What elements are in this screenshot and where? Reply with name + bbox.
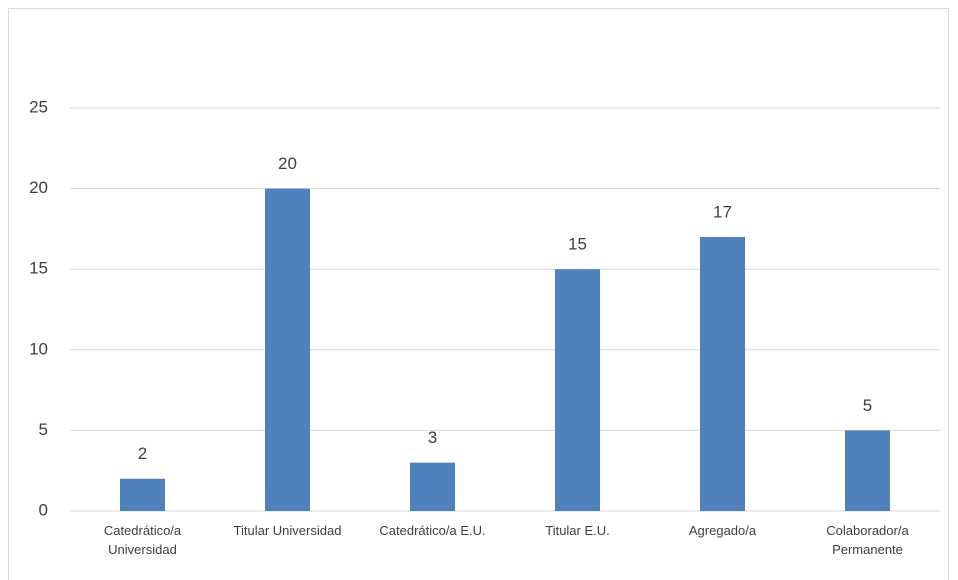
bar [265, 188, 310, 511]
bar [120, 478, 165, 511]
data-label: 2 [138, 444, 147, 463]
bar [700, 236, 745, 511]
data-label: 15 [568, 235, 587, 254]
chart-border [8, 8, 949, 580]
data-label: 3 [428, 428, 437, 447]
x-tick-label: Catedrático/a Universidad [103, 523, 182, 557]
y-tick-label: 25 [29, 97, 48, 116]
bar [410, 462, 455, 511]
x-tick-label: Titular E.U. [545, 523, 610, 538]
y-tick-label: 20 [29, 178, 48, 197]
x-tick-label: Colaborador/a Permanente [826, 523, 909, 557]
y-tick-label: 0 [39, 500, 48, 519]
data-label: 20 [278, 154, 297, 173]
x-tick-label: Catedrático/a E.U. [379, 523, 486, 538]
x-tick-label: Agregado/a [688, 523, 757, 538]
y-tick-label: 5 [39, 420, 48, 439]
y-tick-label: 15 [29, 259, 48, 278]
x-tick-label: Titular Universidad [233, 523, 342, 538]
data-label: 17 [713, 202, 732, 221]
bar [845, 430, 890, 511]
y-tick-label: 10 [29, 339, 48, 358]
bar [555, 269, 600, 511]
data-label: 5 [863, 396, 872, 415]
